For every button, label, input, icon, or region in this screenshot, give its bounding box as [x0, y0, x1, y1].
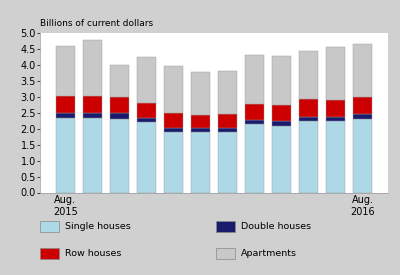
- Bar: [56, 117, 75, 192]
- Text: Single houses: Single houses: [65, 222, 131, 231]
- Bar: [110, 119, 129, 192]
- Bar: [83, 40, 102, 96]
- Bar: [272, 56, 291, 105]
- Bar: [353, 119, 372, 192]
- Bar: [299, 99, 318, 117]
- Bar: [299, 117, 318, 121]
- Bar: [191, 128, 210, 132]
- Bar: [110, 65, 129, 97]
- Bar: [272, 125, 291, 192]
- Text: Billions of current dollars: Billions of current dollars: [40, 18, 153, 28]
- Bar: [245, 120, 264, 124]
- Bar: [272, 121, 291, 125]
- Bar: [137, 117, 156, 122]
- Bar: [245, 124, 264, 192]
- Bar: [326, 100, 345, 117]
- Bar: [218, 132, 237, 192]
- Bar: [137, 57, 156, 103]
- Bar: [245, 55, 264, 104]
- Bar: [353, 44, 372, 97]
- Bar: [272, 105, 291, 121]
- Bar: [326, 121, 345, 192]
- Bar: [83, 113, 102, 117]
- Bar: [299, 51, 318, 99]
- Text: Row houses: Row houses: [65, 249, 122, 257]
- Text: Double houses: Double houses: [241, 222, 311, 231]
- Bar: [56, 113, 75, 117]
- Bar: [164, 128, 183, 132]
- Bar: [326, 117, 345, 121]
- Bar: [164, 67, 183, 113]
- Bar: [353, 97, 372, 114]
- Bar: [353, 114, 372, 119]
- Bar: [56, 96, 75, 113]
- Bar: [191, 72, 210, 115]
- Bar: [191, 115, 210, 128]
- Bar: [245, 104, 264, 120]
- Bar: [164, 113, 183, 128]
- Bar: [137, 122, 156, 192]
- Text: Apartments: Apartments: [241, 249, 297, 257]
- Bar: [218, 71, 237, 114]
- Bar: [218, 114, 237, 128]
- Bar: [83, 96, 102, 113]
- Bar: [191, 132, 210, 192]
- Bar: [137, 103, 156, 117]
- Bar: [110, 113, 129, 119]
- Bar: [56, 46, 75, 96]
- Bar: [110, 97, 129, 113]
- Bar: [218, 128, 237, 132]
- Bar: [299, 121, 318, 192]
- Bar: [164, 132, 183, 192]
- Bar: [83, 117, 102, 192]
- Bar: [326, 47, 345, 100]
